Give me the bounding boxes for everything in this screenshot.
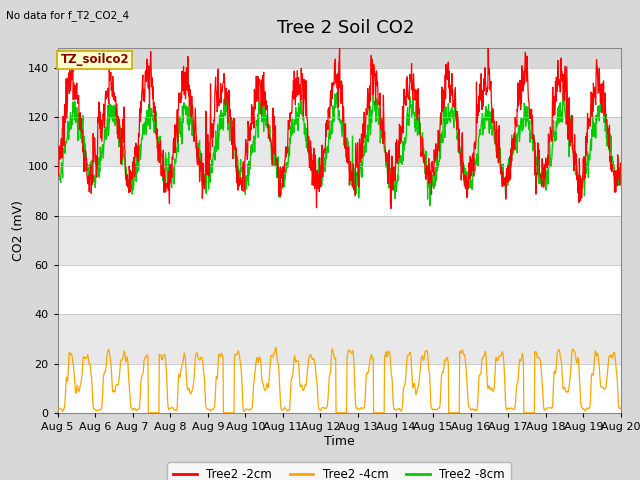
Bar <box>58 265 621 314</box>
Legend: Tree2 -2cm, Tree2 -4cm, Tree2 -8cm: Tree2 -2cm, Tree2 -4cm, Tree2 -8cm <box>168 462 511 480</box>
Text: Tree 2 Soil CO2: Tree 2 Soil CO2 <box>277 19 414 37</box>
Text: No data for f_T2_CO2_4: No data for f_T2_CO2_4 <box>6 10 129 21</box>
Bar <box>58 68 621 117</box>
Bar <box>58 314 621 363</box>
Bar <box>58 117 621 166</box>
X-axis label: Time: Time <box>324 434 355 448</box>
Bar <box>58 216 621 265</box>
Bar <box>58 363 621 413</box>
Bar <box>58 166 621 216</box>
Y-axis label: CO2 (mV): CO2 (mV) <box>12 200 25 261</box>
Text: TZ_soilco2: TZ_soilco2 <box>60 53 129 66</box>
